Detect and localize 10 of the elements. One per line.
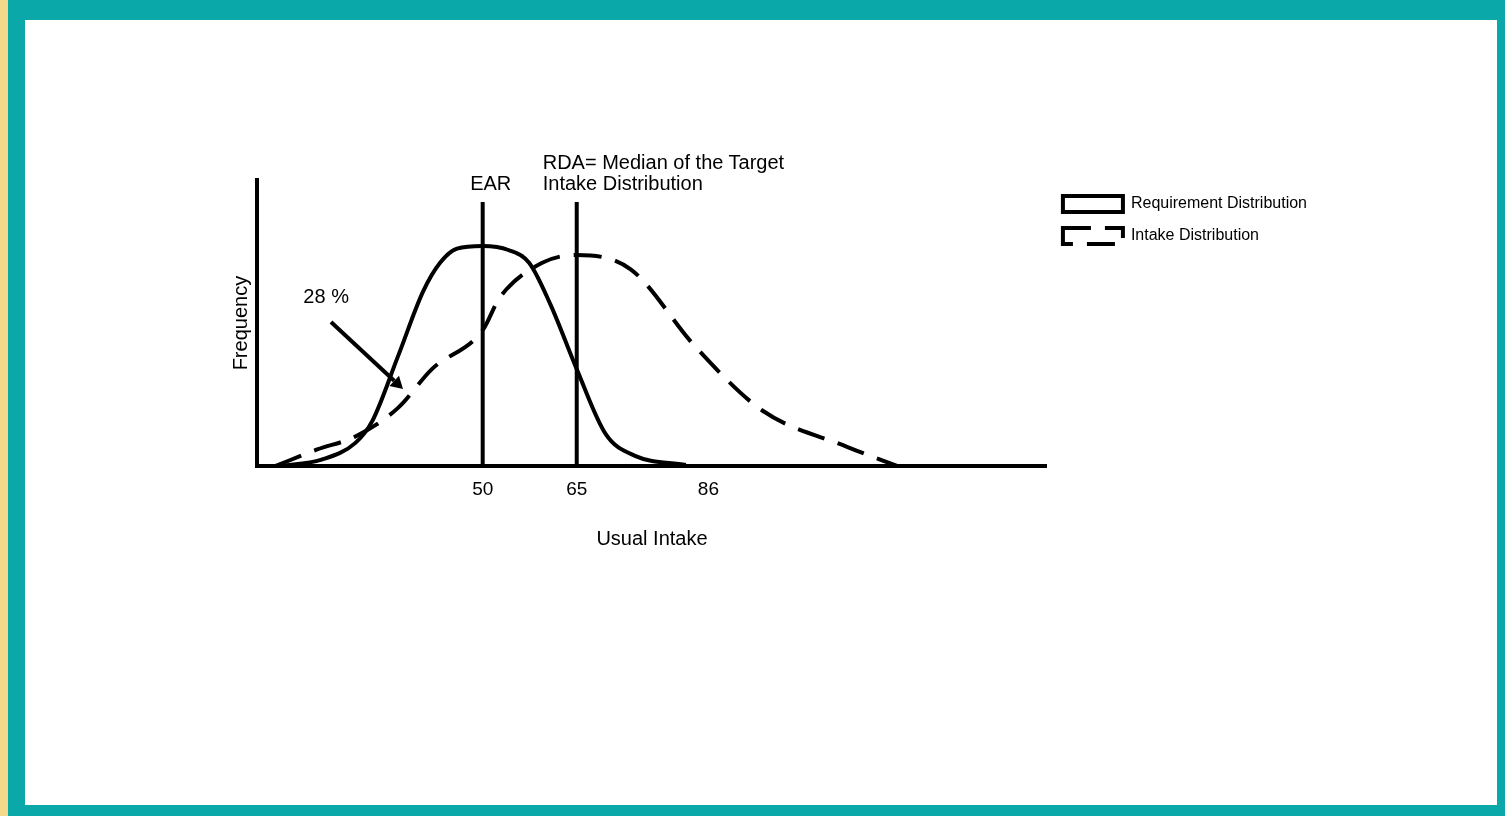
ref-line-label: RDA= Median of the Target Intake Distribution: [542, 150, 785, 194]
annotation: 28 %: [303, 284, 350, 307]
y-axis-title: Frequency: [228, 275, 251, 371]
ref-line-label: EAR: [470, 171, 512, 194]
legend-label: Requirement Distribution: [1130, 194, 1307, 212]
x-tick-label: 86: [697, 477, 719, 499]
x-axis-title: Usual Intake: [596, 526, 708, 549]
x-tick-label: 50: [472, 477, 494, 499]
legend-label: Intake Distribution: [1130, 226, 1259, 244]
x-tick-label: 65: [566, 477, 588, 499]
